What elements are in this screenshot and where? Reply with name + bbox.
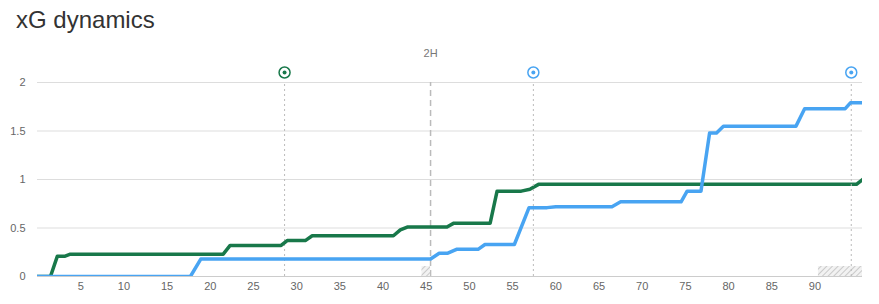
- svg-text:5: 5: [78, 280, 84, 292]
- svg-text:50: 50: [463, 280, 475, 292]
- svg-text:1.5: 1.5: [10, 125, 25, 137]
- svg-text:30: 30: [291, 280, 303, 292]
- svg-text:1: 1: [19, 173, 25, 185]
- svg-text:2: 2: [19, 76, 25, 88]
- svg-text:2H: 2H: [424, 47, 438, 59]
- svg-text:90: 90: [809, 280, 821, 292]
- svg-text:85: 85: [766, 280, 778, 292]
- svg-text:65: 65: [593, 280, 605, 292]
- svg-text:20: 20: [204, 280, 216, 292]
- svg-text:35: 35: [334, 280, 346, 292]
- svg-text:15: 15: [161, 280, 173, 292]
- svg-text:45: 45: [420, 280, 432, 292]
- svg-text:55: 55: [507, 280, 519, 292]
- svg-text:40: 40: [377, 280, 389, 292]
- svg-text:0: 0: [19, 270, 25, 282]
- svg-text:80: 80: [722, 280, 734, 292]
- svg-text:25: 25: [247, 280, 259, 292]
- html-text:xG dynamics: xG dynamics: [16, 6, 155, 33]
- svg-text:60: 60: [550, 280, 562, 292]
- svg-text:10: 10: [118, 280, 130, 292]
- svg-text:70: 70: [636, 280, 648, 292]
- svg-text:75: 75: [679, 280, 691, 292]
- svg-text:0.5: 0.5: [10, 222, 25, 234]
